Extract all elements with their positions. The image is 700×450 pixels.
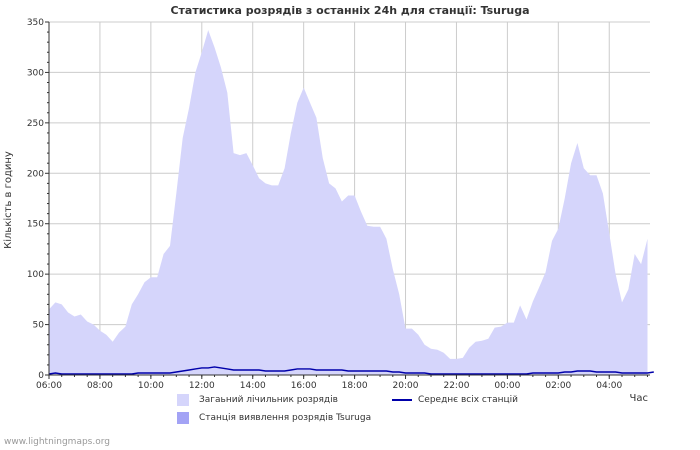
legend-total-swatch <box>177 394 189 406</box>
series-average-line <box>48 366 654 375</box>
y-tick-label: 200 <box>27 169 44 179</box>
x-tick-label: 10:00 <box>138 381 164 391</box>
y-tick-label: 0 <box>38 371 44 381</box>
legend-total-label: Загаьний лічильник розрядів <box>199 395 338 405</box>
chart-title: Статистика розрядів з останніх 24h для с… <box>170 4 529 17</box>
y-axis-label: Кількість в годину <box>2 151 14 249</box>
x-tick-label: 12:00 <box>189 381 215 391</box>
x-tick-label: 08:00 <box>87 381 113 391</box>
y-tick-label: 50 <box>33 321 45 331</box>
x-axis-label: Час <box>630 393 648 404</box>
y-tick-label: 300 <box>27 68 44 78</box>
data-areas <box>48 30 654 375</box>
x-tick-label: 06:00 <box>36 381 62 391</box>
x-tick-label: 22:00 <box>443 381 469 391</box>
x-tick-label: 16:00 <box>291 381 317 391</box>
y-tick-label: 250 <box>27 119 44 129</box>
x-tick-label: 18:00 <box>342 381 368 391</box>
legend-average-swatch <box>392 399 412 401</box>
legend-station-label: Станція виявлення розрядів Tsuruga <box>199 413 372 423</box>
x-tick-label: 14:00 <box>240 381 266 391</box>
x-tick-label: 00:00 <box>494 381 520 391</box>
legend-station-swatch <box>177 412 189 424</box>
ticks: 0 50 100 150 200 250 300 350 06:00 08:00 10:00 12:0… <box>27 18 648 391</box>
x-tick-label: 04:00 <box>596 381 622 391</box>
y-tick-label: 100 <box>27 270 44 280</box>
x-tick-label: 02:00 <box>545 381 571 391</box>
x-tick-label: 20:00 <box>393 381 419 391</box>
y-tick-label: 150 <box>27 220 44 230</box>
legend-average-label: Середнє всіх станцій <box>418 395 518 405</box>
series-total-area <box>49 30 648 375</box>
y-tick-label: 350 <box>27 18 44 28</box>
axes <box>48 22 650 376</box>
footer-watermark: www.lightningmaps.org <box>4 437 110 447</box>
